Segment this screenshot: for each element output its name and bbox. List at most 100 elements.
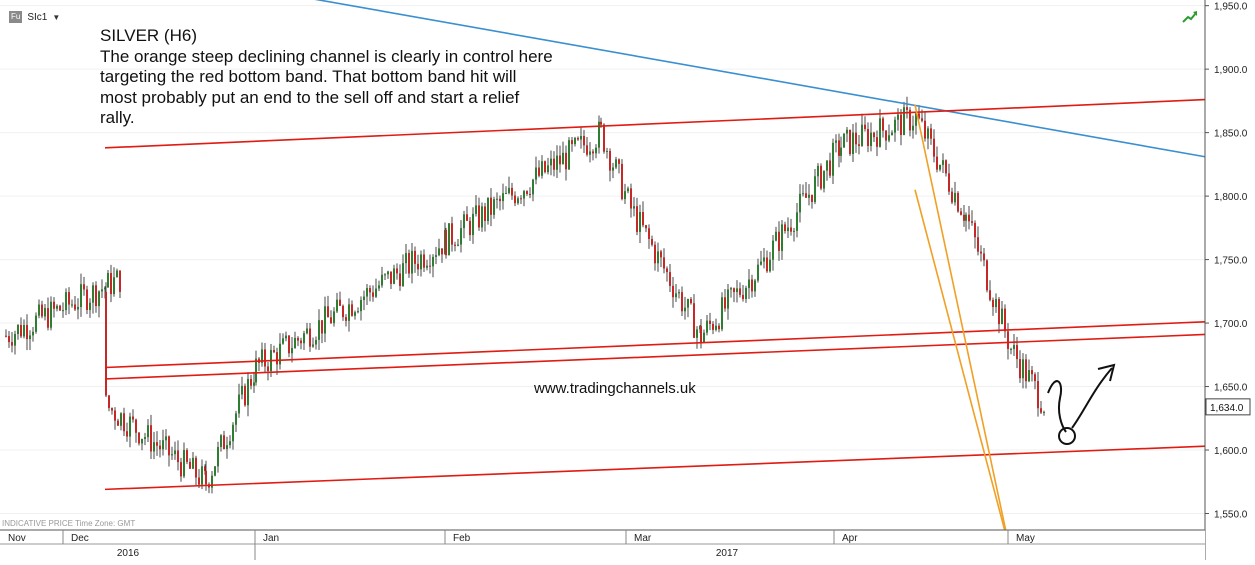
- candle-body: [873, 132, 875, 138]
- candle-body: [279, 343, 281, 365]
- candle-body: [129, 416, 131, 437]
- price-tick-label: 1,950.0: [1214, 2, 1248, 13]
- candle-body: [490, 197, 492, 215]
- candle-body: [514, 195, 516, 204]
- candle-body: [211, 475, 213, 488]
- candle-body: [14, 334, 16, 346]
- candle-body: [989, 290, 991, 300]
- candle-body: [41, 304, 43, 317]
- candle-body: [205, 470, 207, 485]
- candle-body: [703, 332, 705, 343]
- candle-body: [1037, 381, 1039, 409]
- candle-body: [74, 304, 76, 310]
- candle-body: [478, 205, 480, 228]
- month-label: Feb: [453, 533, 471, 544]
- candle-body: [832, 142, 834, 176]
- candle-body: [435, 255, 437, 257]
- candle-body: [71, 304, 73, 306]
- candle-body: [763, 257, 765, 262]
- candle-body: [47, 308, 49, 328]
- candle-body: [469, 220, 471, 236]
- candle-body: [942, 160, 944, 165]
- candle-body: [790, 227, 792, 232]
- candle-body: [639, 212, 641, 232]
- candle-body: [217, 446, 219, 467]
- candle-body: [712, 323, 714, 330]
- candle-body: [244, 385, 246, 406]
- orange-channel-upper[interactable]: [914, 104, 1011, 551]
- candle-body: [420, 254, 422, 270]
- candle-body: [77, 306, 79, 310]
- candle-body: [778, 231, 780, 251]
- candle-body: [553, 158, 555, 170]
- candle-body: [754, 280, 756, 292]
- candle-body: [855, 132, 857, 145]
- candle-body: [1013, 345, 1015, 349]
- candle-body: [261, 349, 263, 363]
- price-tick-label: 1,550.0: [1214, 510, 1248, 521]
- candle-body: [603, 124, 605, 152]
- candle-body: [232, 424, 234, 442]
- candle-body: [618, 159, 620, 164]
- candle-body: [273, 350, 275, 353]
- candle-body: [784, 224, 786, 231]
- candle-body: [544, 161, 546, 173]
- candle-body: [820, 165, 822, 189]
- candle-body: [1022, 359, 1024, 379]
- candle-body: [630, 188, 632, 209]
- year-label: 2016: [117, 548, 140, 559]
- candle-body: [595, 147, 597, 154]
- candle-body: [162, 440, 164, 450]
- candle-body: [900, 114, 902, 136]
- middle-red-band-1[interactable]: [104, 320, 1206, 369]
- symbol-selector[interactable]: Fu SIc1 ▼: [9, 10, 60, 24]
- candle-body: [606, 150, 608, 152]
- candle-body: [141, 438, 143, 444]
- trend-up-icon: [1182, 11, 1197, 23]
- upper-red-band[interactable]: [104, 98, 1206, 149]
- trend-blue[interactable]: [100, 0, 1206, 158]
- candle-body: [781, 224, 783, 251]
- candle-body: [135, 419, 137, 433]
- candle-body: [891, 132, 893, 136]
- year-label: 2017: [716, 548, 739, 559]
- middle-red-band-2[interactable]: [104, 333, 1206, 380]
- candle-body: [568, 140, 570, 170]
- candle-body: [8, 336, 10, 343]
- candle-body: [957, 192, 959, 212]
- candle-body: [330, 317, 332, 324]
- candle-body: [408, 253, 410, 274]
- candle-body: [327, 306, 329, 318]
- candle-body: [111, 408, 113, 411]
- candle-body: [933, 138, 935, 157]
- candle-body: [651, 239, 653, 245]
- candle-body: [95, 285, 97, 307]
- candle-body: [180, 462, 182, 477]
- orange-channel-lower[interactable]: [914, 189, 1011, 551]
- candle-body: [912, 125, 914, 131]
- candle-body: [432, 256, 434, 267]
- candle-body: [885, 130, 887, 141]
- candle-body: [879, 118, 881, 147]
- candle-body: [62, 310, 64, 312]
- candle-body: [633, 206, 635, 209]
- candle-body: [264, 349, 266, 367]
- candle-body: [5, 335, 7, 337]
- candle-body: [89, 302, 91, 311]
- candle-body: [998, 299, 1000, 325]
- candle-body: [378, 285, 380, 289]
- bottom-red-band[interactable]: [104, 445, 1206, 491]
- candle-body: [580, 136, 582, 140]
- candle-body: [687, 299, 689, 308]
- projection-curve: [1047, 380, 1067, 433]
- candle-body: [35, 315, 37, 332]
- candle-body: [802, 193, 804, 195]
- candle-body: [300, 340, 302, 344]
- caret-down-icon[interactable]: ▼: [52, 12, 61, 22]
- candle-body: [948, 173, 950, 192]
- candle-body: [693, 303, 695, 338]
- candle-body: [144, 437, 146, 439]
- candle-body: [174, 450, 176, 455]
